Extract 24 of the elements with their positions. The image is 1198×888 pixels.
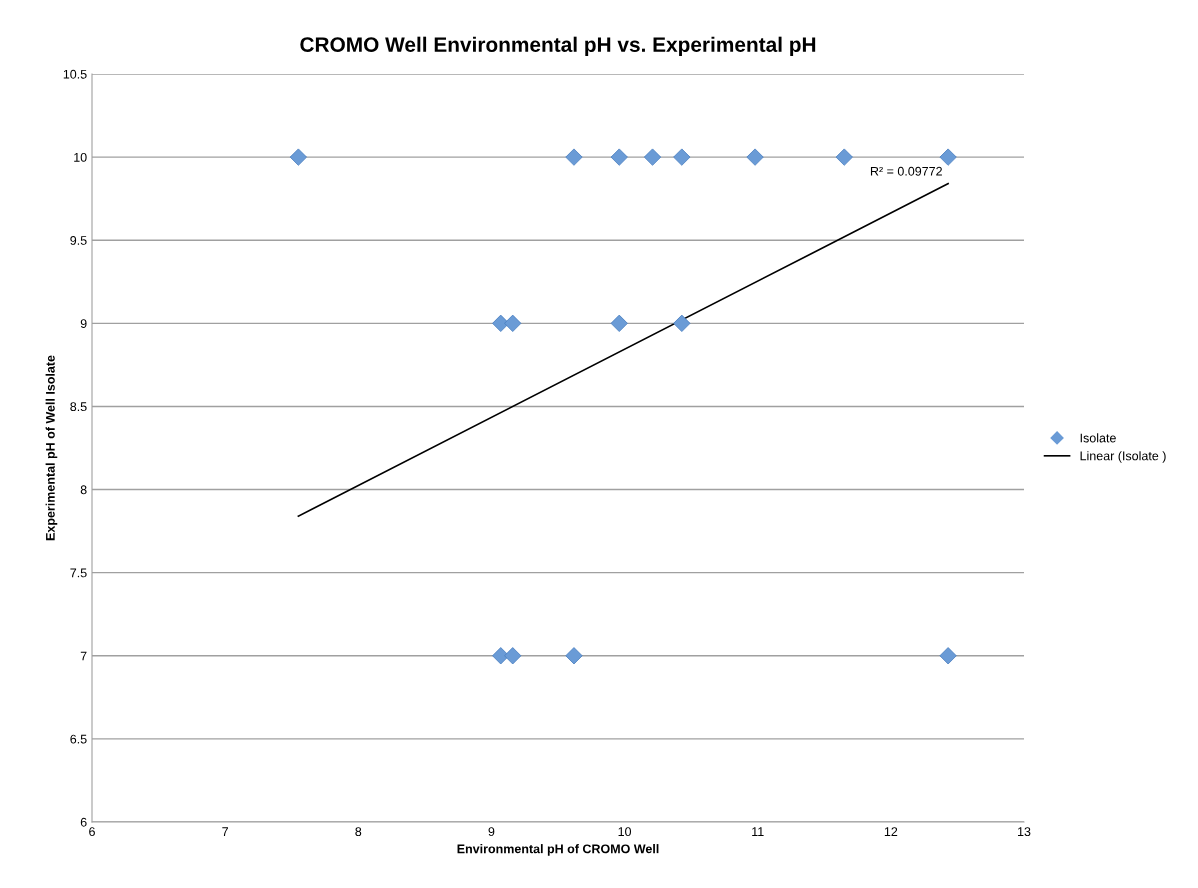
legend-label: Linear (Isolate ) — [1080, 451, 1166, 463]
x-tick-label: 6 — [89, 827, 95, 837]
x-tick-label: 12 — [884, 827, 898, 836]
y-tick-label: 10 — [74, 152, 87, 162]
y-tick-label: 6.5 — [70, 734, 87, 744]
y-tick-label: 9 — [80, 319, 87, 328]
legend-label: Isolate — [1080, 433, 1116, 443]
x-tick-label: 7 — [222, 827, 228, 836]
y-tick-label: 7.5 — [70, 568, 87, 578]
x-tick-label: 10 — [618, 827, 632, 837]
x-tick-label: 13 — [1018, 827, 1031, 837]
chart-title: CROMO Well Environmental pH vs. Experimental pH — [300, 36, 816, 57]
y-tick-label: 6 — [80, 817, 87, 827]
y-axis-title: Experimental pH of Well Isolate — [45, 355, 58, 541]
x-tick-label: 11 — [752, 827, 764, 836]
y-tick-label: 7 — [80, 651, 87, 661]
y-tick-label: 10.5 — [63, 69, 87, 79]
y-tick-label: 8.5 — [70, 402, 87, 412]
annotation: R² = 0.09772 — [870, 166, 942, 176]
x-axis-title: Environmental pH of CROMO Well — [457, 844, 659, 856]
x-tick-label: 9 — [488, 827, 495, 837]
y-tick-label: 9.5 — [70, 236, 87, 245]
y-tick-label: 8 — [80, 485, 87, 495]
x-tick-label: 8 — [355, 827, 362, 837]
